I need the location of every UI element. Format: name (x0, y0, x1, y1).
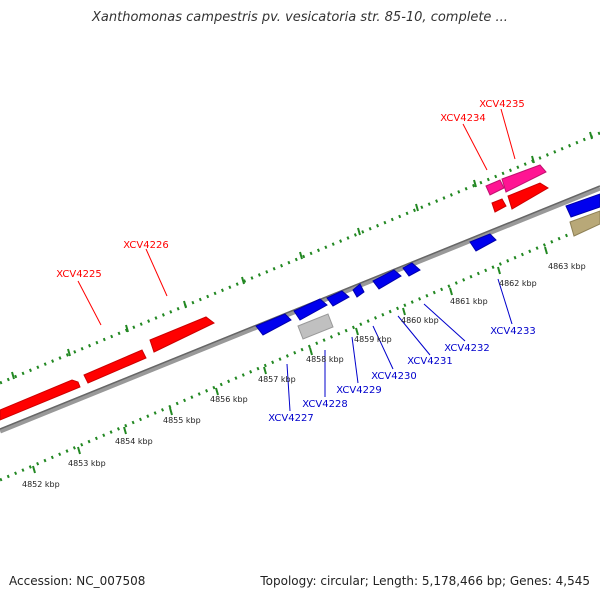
upper-major-ticks (11, 131, 593, 380)
gene-forward[interactable] (83, 349, 147, 384)
gene-pseudo[interactable] (297, 313, 334, 340)
gene-reverse[interactable] (352, 283, 365, 298)
map-title: Xanthomonas campestris pv. vesicatoria s… (92, 10, 508, 25)
gene-label-xcv4235[interactable]: XCV4235 (479, 99, 524, 110)
scale-label: 4852 kbp (22, 480, 60, 489)
gene-label-xcv4233[interactable]: XCV4233 (490, 326, 535, 337)
scale-label: 4862 kbp (499, 279, 537, 288)
upper-tick-track (0, 131, 600, 385)
scale-label: 4861 kbp (450, 297, 488, 306)
scale-label: 4863 kbp (548, 262, 586, 271)
reverse-gene-labels: XCV4227 XCV4228 XCV4229 XCV4230 XCV4231 … (268, 326, 535, 424)
scale-label: 4853 kbp (68, 459, 106, 468)
gene-forward[interactable] (491, 198, 507, 213)
gene-reverse[interactable] (565, 193, 600, 218)
scale-label: 4859 kbp (354, 335, 392, 344)
scale-label: 4856 kbp (210, 395, 248, 404)
lower-major-ticks (32, 246, 548, 474)
gene-other[interactable] (569, 210, 600, 237)
reverse-genes (255, 193, 600, 340)
gene-reverse[interactable] (293, 298, 328, 321)
scale-labels: 4852 kbp 4853 kbp 4854 kbp 4855 kbp 4856… (22, 262, 586, 489)
gene-forward[interactable] (0, 379, 81, 421)
gene-forward[interactable] (149, 316, 215, 353)
forward-genes (0, 164, 549, 421)
gene-label-xcv4225[interactable]: XCV4225 (56, 269, 101, 280)
gene-reverse[interactable] (469, 233, 497, 252)
gene-forward-highlight[interactable] (485, 179, 505, 196)
gene-forward[interactable] (507, 182, 549, 210)
gene-label-xcv4231[interactable]: XCV4231 (407, 356, 452, 367)
gene-reverse[interactable] (326, 290, 350, 307)
scale-label: 4858 kbp (306, 355, 344, 364)
gene-reverse[interactable] (402, 262, 421, 277)
gene-reverse[interactable] (255, 313, 292, 336)
scale-label: 4857 kbp (258, 375, 296, 384)
scale-label: 4860 kbp (401, 316, 439, 325)
gene-reverse[interactable] (372, 269, 402, 290)
gene-label-xcv4228[interactable]: XCV4228 (302, 399, 347, 410)
scale-label: 4854 kbp (115, 437, 153, 446)
scale-label: 4855 kbp (163, 416, 201, 425)
forward-gene-labels: XCV4225 XCV4226 XCV4234 XCV4235 (56, 99, 524, 280)
lower-tick-track (0, 219, 600, 482)
gene-label-xcv4226[interactable]: XCV4226 (123, 240, 168, 251)
accession-text: Accession: NC_007508 (9, 574, 146, 588)
label-leaders (77, 108, 516, 412)
gene-label-xcv4227[interactable]: XCV4227 (268, 413, 313, 424)
gene-label-xcv4234[interactable]: XCV4234 (440, 113, 485, 124)
gene-forward-highlight[interactable] (501, 164, 547, 193)
gene-label-xcv4229[interactable]: XCV4229 (336, 385, 381, 396)
gene-label-xcv4230[interactable]: XCV4230 (371, 371, 416, 382)
gene-label-xcv4232[interactable]: XCV4232 (444, 343, 489, 354)
genome-summary-text: Topology: circular; Length: 5,178,466 bp… (260, 574, 590, 588)
